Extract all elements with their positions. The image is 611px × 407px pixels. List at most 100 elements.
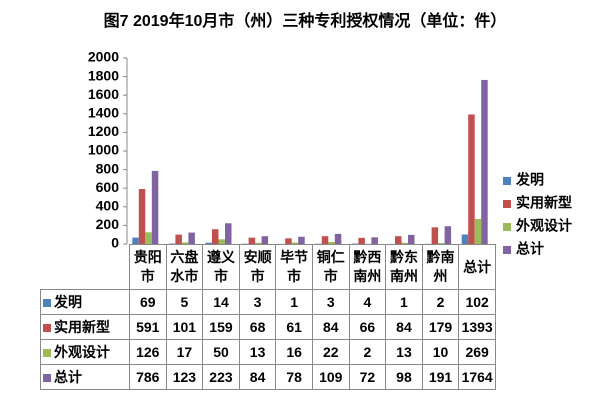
value-cell: 1393 [458,314,496,340]
value-cell: 16 [275,339,313,365]
bar [248,237,256,244]
value-cell: 126 [129,339,167,365]
bar [408,234,415,244]
bar [151,170,159,244]
value-cell: 101 [165,314,204,340]
value-cell: 17 [165,339,204,365]
bar [431,227,439,244]
bar [468,114,475,245]
bar [298,236,305,244]
value-cell: 22 [311,339,350,365]
legend-key [43,299,51,307]
bar [401,242,408,244]
bar [474,218,482,244]
bar [205,242,212,244]
row-header: 外观设计 [40,339,130,365]
data-row: 总计 786 123 223 84 78 109 72 98 191 1764 [40,364,496,390]
y-tick-label: 1800 [88,67,119,83]
bar [261,236,269,244]
bar [438,243,445,244]
bar [132,237,139,244]
y-tick-label: 0 [111,235,119,251]
value-cell: 179 [421,314,460,340]
y-tick-label: 800 [96,160,120,176]
bar [481,79,488,244]
category-label: 铜仁市 [311,244,350,290]
bar [225,223,232,244]
value-cell: 5 [165,289,204,315]
value-cell: 61 [275,314,313,340]
category-label: 黔东南州 [385,244,423,290]
bar [395,236,402,244]
value-cell: 102 [458,289,496,315]
bar [444,226,452,244]
value-cell: 1 [385,289,423,315]
bar [255,242,262,244]
value-cell: 72 [348,364,387,390]
y-tick-label: 2000 [88,49,119,65]
bar [145,232,152,244]
value-cell: 66 [348,314,387,340]
value-cell: 10 [421,339,460,365]
value-cell: 14 [202,289,240,315]
value-cell: 1 [275,289,313,315]
row-header: 发明 [40,289,130,315]
row-header: 实用新型 [40,314,130,340]
value-cell: 2 [348,339,387,365]
value-cell: 3 [311,289,350,315]
category-label: 贵阳市 [129,244,167,290]
data-table: 贵阳市 六盘水市 遵义市 安顺市 毕节市 铜仁市 黔西南州 黔东南州 黔南州 总计 发明 69 5 14 3… [40,244,496,390]
bar [321,236,329,244]
value-cell: 223 [202,364,240,390]
y-tick-label: 1600 [88,86,119,102]
value-cell: 13 [385,339,423,365]
series-name: 实用新型 [54,319,110,335]
y-tick-label: 200 [96,216,120,232]
value-cell: 78 [275,364,313,390]
value-cell: 68 [238,314,277,340]
value-cell: 13 [238,339,277,365]
bar [181,242,189,244]
category-label: 遵义市 [202,244,240,290]
value-cell: 3 [238,289,277,315]
header-row: 贵阳市 六盘水市 遵义市 安顺市 毕节市 铜仁市 黔西南州 黔东南州 黔南州 总计 [41,244,496,290]
legend-key [503,200,511,208]
category-label: 黔西南州 [348,244,387,290]
data-row: 实用新型 591 101 159 68 61 84 66 84 179 1393 [40,314,496,340]
category-label: 毕节市 [275,244,313,290]
value-cell: 123 [165,364,204,390]
value-cell: 591 [129,314,167,340]
value-cell: 2 [421,289,460,315]
value-cell: 69 [129,289,167,315]
bar [328,241,335,244]
value-cell: 191 [421,364,460,390]
value-cell: 109 [311,364,350,390]
y-tick-label: 400 [96,198,120,214]
bar [291,242,299,244]
row-header: 总计 [40,364,130,390]
bar [285,238,292,244]
value-cell: 786 [129,364,167,390]
series-name: 外观设计 [54,344,110,360]
series-name: 总计 [54,369,82,385]
y-tick-label: 600 [96,179,120,195]
value-cell: 4 [348,289,387,315]
category-label: 安顺市 [238,244,277,290]
data-row: 外观设计 126 17 50 13 16 22 2 13 10 269 [40,339,496,365]
bar [358,237,365,244]
category-label: 黔南州 [421,244,460,290]
legend-label: 实用新型 [516,195,572,211]
value-cell: 269 [458,339,496,365]
y-tick-label: 1400 [88,105,119,121]
legend-label: 发明 [515,172,544,188]
y-tick-label: 1000 [88,142,119,158]
bar [461,234,469,244]
bar [188,232,195,244]
bar [218,239,225,244]
data-row: 发明 69 5 14 3 1 3 4 1 2 102 [40,289,496,315]
value-cell: 1764 [458,364,496,390]
value-cell: 84 [311,314,350,340]
legend-label: 总计 [516,241,544,257]
legend-label: 外观设计 [516,218,572,234]
